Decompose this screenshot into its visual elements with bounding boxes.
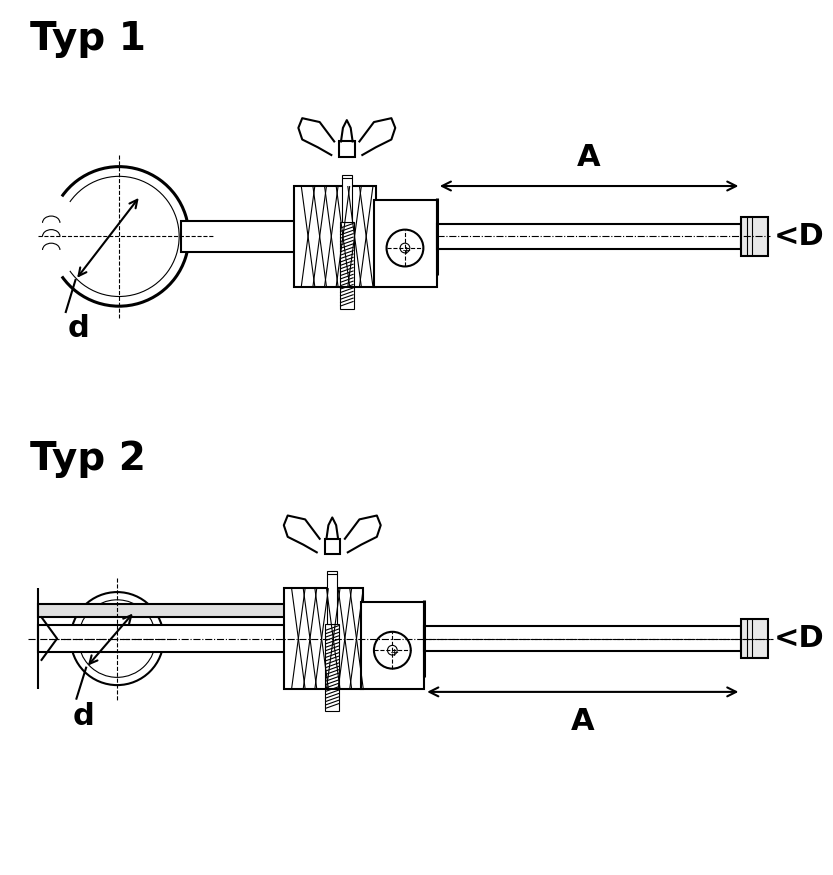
Bar xyxy=(37,625,293,652)
Bar xyxy=(741,620,768,658)
Bar xyxy=(326,624,339,711)
Text: +: + xyxy=(402,246,412,256)
Text: A: A xyxy=(571,707,595,737)
Bar xyxy=(437,224,741,249)
Text: <D: <D xyxy=(774,624,825,653)
Bar xyxy=(293,186,376,287)
Circle shape xyxy=(387,229,423,267)
Text: d: d xyxy=(72,702,94,731)
Circle shape xyxy=(71,592,163,685)
Bar xyxy=(342,175,352,222)
Bar xyxy=(374,200,437,287)
Bar xyxy=(327,570,337,624)
Bar xyxy=(284,588,363,689)
Text: d: d xyxy=(67,314,89,343)
Text: Typ 2: Typ 2 xyxy=(30,440,146,478)
Circle shape xyxy=(387,646,397,655)
Circle shape xyxy=(374,632,411,668)
Circle shape xyxy=(400,243,410,253)
Bar xyxy=(424,626,741,651)
Text: A: A xyxy=(577,144,601,172)
Text: <D: <D xyxy=(774,222,825,251)
Bar xyxy=(340,222,353,309)
Bar xyxy=(181,220,298,252)
Bar xyxy=(339,142,355,157)
Bar xyxy=(325,539,340,554)
Text: Typ 1: Typ 1 xyxy=(30,20,146,59)
Bar xyxy=(741,217,768,256)
Text: +: + xyxy=(390,648,399,658)
Bar xyxy=(362,602,424,689)
Bar xyxy=(37,604,303,617)
